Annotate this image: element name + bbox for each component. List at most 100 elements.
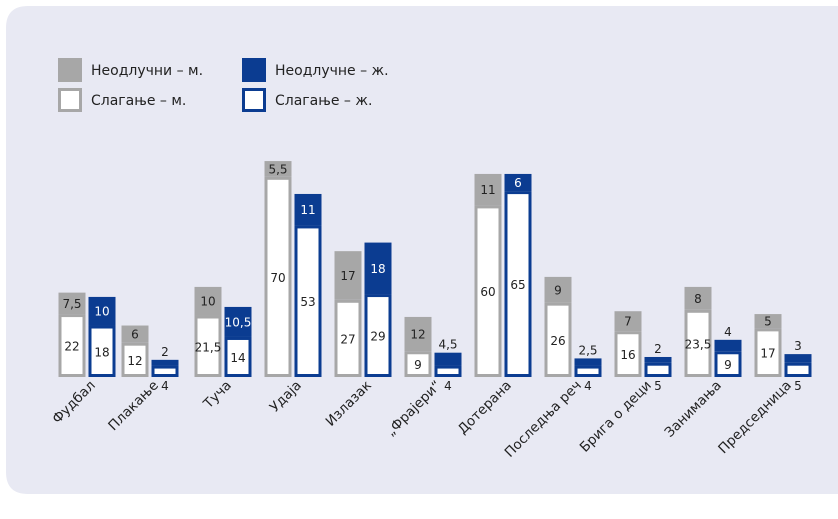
bar-agree-m-cat-2: [194, 315, 222, 378]
bar-undecided-m-cat-0: [58, 292, 86, 315]
bar-agree-m-cat-5: [404, 351, 432, 378]
bar-undecided-m-cat-2: [194, 286, 222, 316]
bar-label-agree-f-cat-2: 14: [230, 351, 245, 365]
bar-label-agree-m-cat-10: 17: [760, 347, 775, 361]
bar-label-agree-f-cat-4: 29: [370, 330, 385, 344]
bar-agree-f-cat-3: [294, 225, 322, 377]
legend-swatch-male-agree: [58, 88, 82, 112]
bar-label-agree-f-cat-0: 18: [94, 345, 109, 359]
bar-undecided-m-cat-4: [334, 251, 362, 300]
bar-undecided-f-cat-6: [504, 173, 532, 192]
legend-label-female-undecided: Неодлучне – ж.: [275, 63, 389, 79]
bar-agree-m-cat-3: [264, 176, 292, 377]
bar-label-undecided-m-cat-1: 6: [131, 328, 139, 342]
bar-undecided-f-cat-7: [574, 358, 602, 366]
legend-swatch-female-undecided: [242, 58, 266, 82]
bar-label-undecided-f-cat-6: 6: [514, 176, 522, 190]
bar-label-undecided-m-cat-0: 7,5: [62, 297, 81, 311]
bar-label-undecided-m-cat-4: 17: [340, 269, 355, 283]
bar-undecided-f-cat-1: [151, 359, 179, 366]
bar-label-agree-f-cat-6: 65: [510, 278, 525, 292]
bar-label-undecided-f-cat-2: 10,5: [225, 315, 252, 329]
bar-label-agree-m-cat-3: 70: [270, 271, 285, 285]
legend-label-female-agree: Слагање – ж.: [275, 93, 372, 109]
legend-label-male-undecided: Неодлучни – м.: [91, 63, 203, 79]
bar-undecided-m-cat-1: [121, 325, 149, 343]
bar-undecided-m-cat-6: [474, 173, 502, 206]
bars: 7,5221018612241021,510,5145,570115317271…: [58, 161, 812, 393]
bar-agree-f-cat-4: [364, 294, 392, 377]
bar-label-undecided-f-cat-1: 2: [161, 345, 169, 359]
bar-label-agree-f-cat-5: 4: [444, 379, 452, 393]
bar-label-undecided-f-cat-5: 4,5: [438, 338, 457, 352]
bar-agree-f-cat-7: [574, 365, 602, 377]
bar-agree-m-cat-1: [121, 342, 149, 377]
bar-undecided-f-cat-4: [364, 242, 392, 295]
bar-label-undecided-m-cat-3: 5,5: [268, 162, 287, 176]
bar-label-undecided-m-cat-10: 5: [764, 315, 772, 329]
bar-label-undecided-f-cat-3: 11: [300, 203, 315, 217]
bar-agree-m-cat-8: [614, 331, 642, 377]
bar-agree-f-cat-5: [434, 365, 462, 377]
bar-agree-f-cat-2: [224, 336, 252, 377]
bar-undecided-m-cat-3: [264, 161, 292, 177]
bar-label-undecided-f-cat-9: 4: [724, 325, 732, 339]
legend-swatch-female-agree: [242, 88, 266, 112]
bar-label-agree-f-cat-3: 53: [300, 295, 315, 309]
bar-agree-f-cat-9: [714, 351, 742, 378]
bar-undecided-m-cat-9: [684, 286, 712, 310]
bar-label-agree-f-cat-10: 5: [794, 379, 802, 393]
bar-label-agree-m-cat-4: 27: [340, 332, 355, 346]
legend: Неодлучни – м. Слагање – м. Неодлучне – ж.…: [58, 58, 389, 112]
bar-agree-m-cat-10: [754, 328, 782, 378]
bar-agree-f-cat-0: [88, 325, 116, 377]
bar-agree-m-cat-0: [58, 314, 86, 377]
bar-label-undecided-m-cat-7: 9: [554, 283, 562, 297]
bar-agree-f-cat-6: [504, 191, 532, 377]
bar-label-undecided-m-cat-8: 7: [624, 315, 632, 329]
bar-label-undecided-m-cat-2: 10: [200, 295, 215, 309]
bar-label-agree-m-cat-8: 16: [620, 348, 635, 362]
bar-undecided-f-cat-3: [294, 193, 322, 226]
bar-undecided-f-cat-8: [644, 356, 672, 363]
bar-label-agree-m-cat-7: 26: [550, 334, 565, 348]
bar-label-undecided-m-cat-6: 11: [480, 183, 495, 197]
bar-agree-m-cat-9: [684, 309, 712, 378]
bar-undecided-m-cat-5: [404, 316, 432, 352]
bar-label-undecided-m-cat-5: 12: [410, 328, 425, 342]
bar-agree-m-cat-4: [334, 299, 362, 377]
bar-undecided-f-cat-0: [88, 296, 116, 326]
bar-label-agree-f-cat-9: 9: [724, 358, 732, 372]
bar-undecided-m-cat-7: [544, 276, 572, 303]
bar-undecided-f-cat-2: [224, 306, 252, 337]
bar-label-agree-m-cat-0: 22: [64, 340, 79, 354]
legend-swatch-male-undecided: [58, 58, 82, 82]
legend-label-male-agree: Слагање – м.: [91, 93, 186, 109]
bar-agree-m-cat-7: [544, 302, 572, 378]
bar-undecided-m-cat-10: [754, 314, 782, 329]
bar-undecided-m-cat-8: [614, 311, 642, 332]
bar-label-agree-m-cat-2: 21,5: [195, 340, 222, 354]
bar-label-agree-f-cat-1: 4: [161, 379, 169, 393]
chart-panel-background: [6, 6, 838, 494]
bar-label-agree-m-cat-6: 60: [480, 285, 495, 299]
bar-label-agree-f-cat-7: 4: [584, 379, 592, 393]
bar-agree-f-cat-10: [784, 362, 812, 378]
bar-label-undecided-m-cat-9: 8: [694, 292, 702, 306]
bar-agree-f-cat-1: [151, 365, 179, 377]
bar-label-agree-m-cat-1: 12: [127, 354, 142, 368]
bar-undecided-f-cat-10: [784, 354, 812, 363]
bar-label-agree-m-cat-9: 23,5: [685, 337, 712, 351]
bar-label-agree-f-cat-8: 5: [654, 379, 662, 393]
bar-label-undecided-f-cat-0: 10: [94, 305, 109, 319]
bar-label-undecided-f-cat-4: 18: [370, 262, 385, 276]
bar-label-undecided-f-cat-7: 2,5: [578, 343, 597, 357]
bar-undecided-f-cat-9: [714, 339, 742, 352]
bar-agree-m-cat-6: [474, 205, 502, 377]
bar-agree-f-cat-8: [644, 362, 672, 378]
bar-label-undecided-f-cat-8: 2: [654, 342, 662, 356]
bar-label-undecided-f-cat-10: 3: [794, 339, 802, 353]
bar-undecided-f-cat-5: [434, 352, 462, 366]
